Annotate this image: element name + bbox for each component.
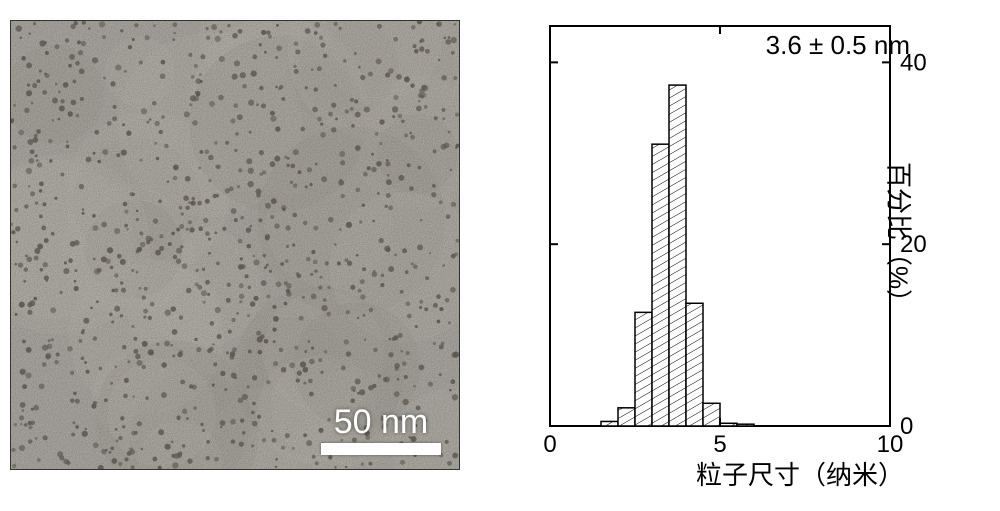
y-axis-label: 百分比（%） — [882, 149, 919, 329]
histogram-bar — [669, 85, 686, 426]
tem-micrograph-panel: 50 nm — [10, 20, 460, 470]
histogram-bar — [686, 303, 703, 426]
histogram-bar — [635, 312, 652, 426]
x-tick-label: 0 — [543, 431, 556, 458]
histogram-bar — [737, 424, 754, 426]
histogram-bar — [720, 423, 737, 426]
histogram-bar — [652, 144, 669, 426]
tem-micrograph — [11, 21, 459, 469]
histogram-bar — [601, 421, 618, 426]
x-tick-label: 5 — [713, 431, 726, 458]
histogram-annotation: 3.6 ± 0.5 nm — [766, 30, 910, 61]
y-tick-label: 0 — [900, 413, 913, 440]
histogram-panel: 3.6 ± 0.5 nm 051002040 粒子尺寸（纳米） 百分比（%） — [510, 20, 980, 490]
figure-root: 50 nm 3.6 ± 0.5 nm 051002040 粒子尺寸（纳米） 百分… — [0, 0, 1000, 511]
scalebar-label: 50 nm — [321, 405, 441, 439]
histogram-bar — [703, 403, 720, 426]
scalebar-bar — [321, 443, 441, 455]
x-axis-label: 粒子尺寸（纳米） — [670, 455, 930, 492]
scalebar: 50 nm — [321, 405, 441, 455]
histogram-bar — [618, 408, 635, 426]
